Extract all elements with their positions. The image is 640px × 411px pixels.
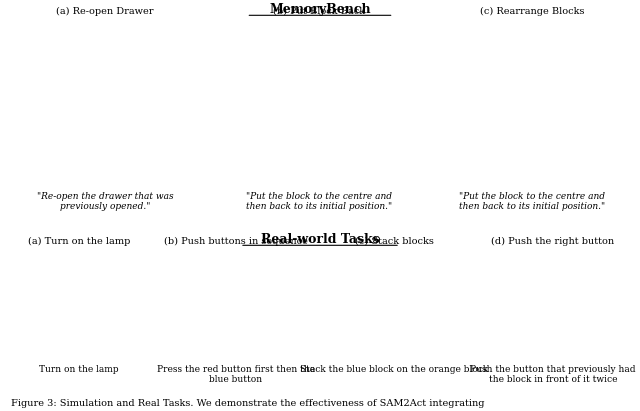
Text: "Put the block to the centre and
then back to its initial position.": "Put the block to the centre and then ba… (246, 192, 392, 211)
Text: (c) Stack blocks: (c) Stack blocks (355, 237, 433, 246)
Text: "Put the block to the centre and
then back to its initial position.": "Put the block to the centre and then ba… (459, 192, 605, 211)
Text: (d) Push the right button: (d) Push the right button (492, 237, 614, 246)
Text: Real-world Tasks: Real-world Tasks (260, 233, 380, 245)
Text: (c) Rearrange Blocks: (c) Rearrange Blocks (480, 7, 584, 16)
Text: "Re-open the drawer that was
previously opened.": "Re-open the drawer that was previously … (36, 192, 173, 211)
Text: Turn on the lamp: Turn on the lamp (39, 365, 119, 374)
Text: (a) Turn on the lamp: (a) Turn on the lamp (28, 237, 130, 246)
Text: (a) Re-open Drawer: (a) Re-open Drawer (56, 7, 154, 16)
Text: (b) Push buttons in sequence: (b) Push buttons in sequence (164, 237, 308, 246)
Text: Stack the blue block on the orange block: Stack the blue block on the orange block (300, 365, 488, 374)
Text: (b) Put Block Back: (b) Put Block Back (273, 7, 365, 16)
Text: MemoryBench: MemoryBench (269, 2, 371, 16)
Text: Figure 3: Simulation and Real Tasks. We demonstrate the effectiveness of SAM2Act: Figure 3: Simulation and Real Tasks. We … (12, 399, 485, 408)
Text: Press the red button first then the
blue button: Press the red button first then the blue… (157, 365, 315, 384)
Text: Push the button that previously had
the block in front of it twice: Push the button that previously had the … (470, 365, 636, 384)
